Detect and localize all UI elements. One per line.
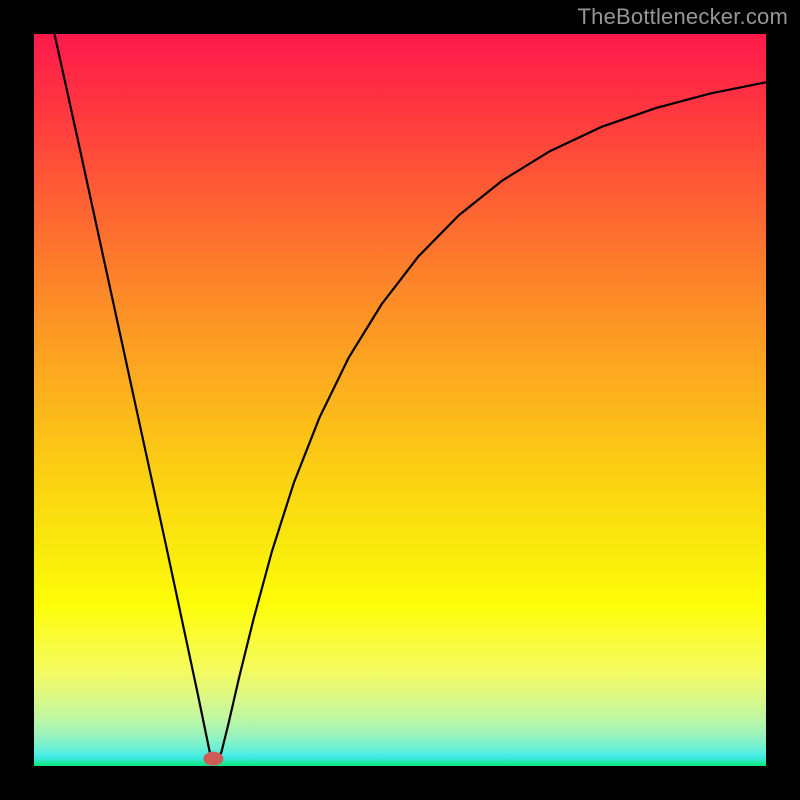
gradient-and-curve-svg bbox=[34, 34, 766, 766]
gradient-background bbox=[34, 34, 766, 766]
dip-marker bbox=[203, 752, 223, 766]
chart-frame: TheBottlenecker.com bbox=[0, 0, 800, 800]
watermark-text: TheBottlenecker.com bbox=[578, 4, 788, 30]
plot-area bbox=[34, 34, 766, 766]
